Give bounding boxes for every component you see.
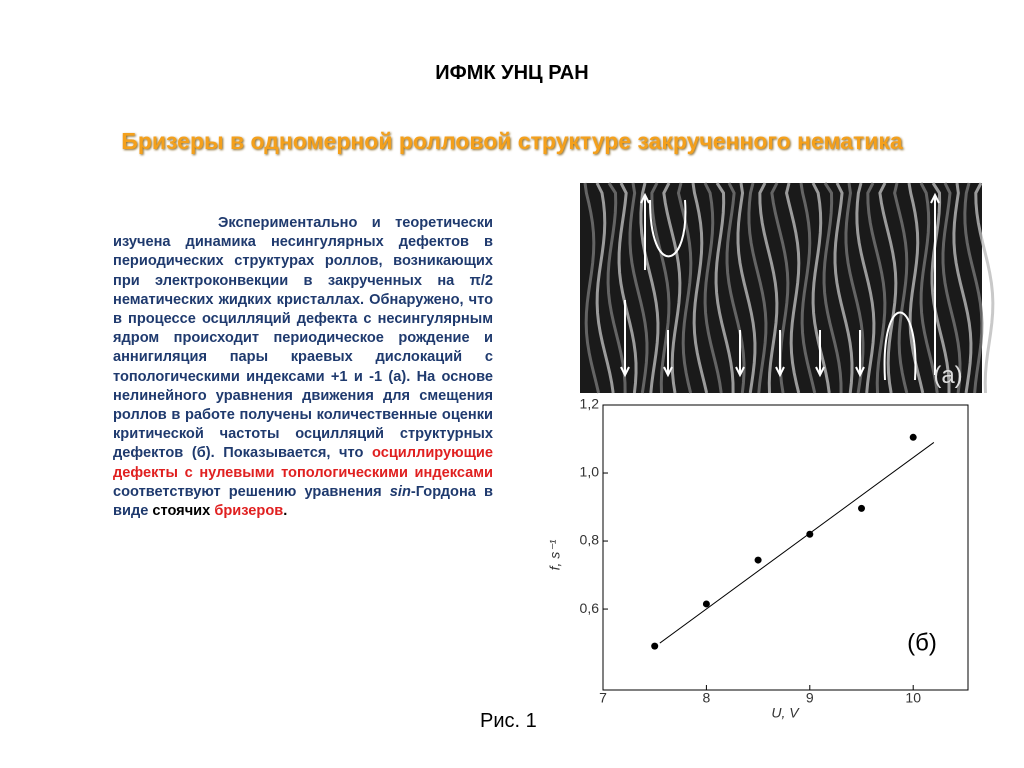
- roll-stripe: [784, 182, 801, 394]
- arrow-head: [815, 366, 825, 378]
- figure-caption: Рис. 1: [480, 710, 537, 732]
- arrow-head: [663, 366, 673, 378]
- x-tick-label: 8: [703, 689, 711, 705]
- roll-stripe: [736, 182, 757, 394]
- roll-stripe: [583, 182, 601, 394]
- text: Экспериментально и теоретически изучена …: [113, 215, 493, 462]
- data-point: [702, 600, 710, 608]
- roll-stripe: [833, 182, 854, 394]
- roll-stripe: [974, 182, 995, 394]
- y-tick-label: 0,6: [580, 600, 600, 616]
- plot-frame: [602, 404, 969, 691]
- image-label: (а): [933, 362, 962, 389]
- arrow-head: [855, 366, 865, 378]
- roll-stripe: [662, 182, 682, 394]
- loop: [883, 311, 917, 381]
- x-tick-label: 7: [599, 689, 607, 705]
- data-point: [806, 530, 814, 538]
- roll-stripe: [822, 182, 843, 394]
- data-point: [909, 433, 917, 441]
- data-point: [754, 556, 762, 564]
- roll-stripe: [747, 182, 768, 394]
- arrow-head: [775, 366, 785, 378]
- data-point: [651, 642, 659, 650]
- roll-stripe: [919, 182, 939, 394]
- roll-stripe: [617, 182, 638, 394]
- y-tick-label: 0,8: [580, 532, 600, 548]
- y-tick-label: 1,2: [580, 396, 600, 412]
- text: стоячих: [152, 503, 211, 520]
- loop: [649, 199, 687, 258]
- roll-stripe: [725, 182, 746, 394]
- x-axis-label: U, V: [771, 704, 800, 720]
- arrow-head: [620, 366, 630, 378]
- x-tick-label: 9: [806, 689, 814, 705]
- roll-stripe: [650, 182, 671, 394]
- fit-line: [659, 442, 935, 644]
- data-point: [857, 504, 865, 512]
- roll-stripe: [930, 182, 951, 394]
- header: ИФМК УНЦ РАН: [435, 62, 589, 84]
- roll-stripe: [703, 182, 723, 394]
- highlight: осциллирующие дефекты с нулевыми тополог…: [113, 445, 493, 481]
- roll-stripe: [878, 182, 898, 394]
- roll-stripe: [606, 182, 627, 394]
- arrow-head: [640, 192, 650, 204]
- roll-stripe: [758, 182, 779, 394]
- roll-stripe: [963, 182, 984, 394]
- roll-stripe: [855, 182, 876, 394]
- arrow-head: [735, 366, 745, 378]
- y-axis-label: f, s⁻¹: [547, 539, 563, 570]
- paragraph: Экспериментально и теоретически изучена …: [113, 214, 493, 521]
- roll-stripe: [714, 182, 735, 394]
- roll-stripe: [628, 182, 649, 394]
- y-tick-label: 1,0: [580, 464, 600, 480]
- roll-stripe: [811, 182, 831, 394]
- highlight: бризеров: [214, 503, 284, 520]
- roll-stripe: [639, 182, 660, 394]
- roll-stripe: [595, 182, 615, 394]
- roll-stripe: [952, 182, 973, 394]
- annotation: (б): [907, 629, 937, 656]
- text: sin: [389, 483, 411, 500]
- arrow-head: [930, 192, 940, 204]
- x-tick-label: 10: [905, 689, 921, 705]
- text: .: [283, 503, 288, 520]
- roll-stripe: [691, 182, 709, 394]
- roll-stripe: [866, 182, 887, 394]
- photo: [580, 182, 995, 394]
- slide-title: Бризеры в одномерной ролловой структуре …: [121, 128, 903, 154]
- text: соответствуют решению уравнения: [113, 483, 390, 500]
- roll-stripe: [941, 182, 962, 394]
- roll-stripe: [799, 182, 817, 394]
- roll-stripe: [893, 182, 909, 394]
- roll-stripe: [844, 182, 865, 394]
- text: -Гордона в виде: [113, 483, 493, 520]
